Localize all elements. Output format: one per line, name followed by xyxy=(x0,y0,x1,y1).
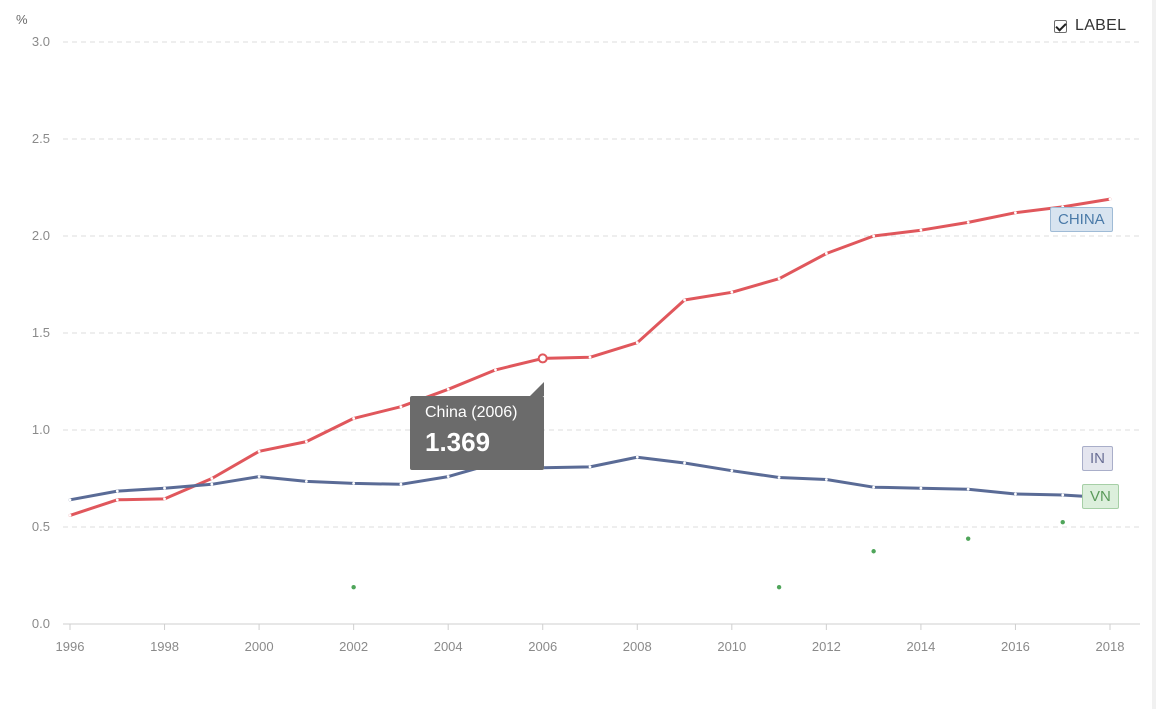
y-tick-label-2.0: 2.0 xyxy=(32,228,50,243)
data-point-in-2001 xyxy=(304,480,308,483)
data-point-china-2005 xyxy=(494,368,497,372)
y-tick-label-1.5: 1.5 xyxy=(32,325,50,340)
data-point-china-2010 xyxy=(730,290,734,294)
x-tick-label-2006: 2006 xyxy=(528,639,557,654)
data-point-in-2009 xyxy=(683,461,686,465)
data-point-china-2000 xyxy=(257,449,261,453)
right-edge-scroll-border xyxy=(1152,0,1156,709)
tooltip-value: 1.369 xyxy=(425,427,491,457)
label-toggle-text: LABEL xyxy=(1075,17,1127,34)
data-point-china-1997 xyxy=(115,498,119,502)
data-point-vn-2013 xyxy=(871,549,876,554)
data-point-china-1996 xyxy=(68,513,72,517)
series-tag-in[interactable]: IN xyxy=(1082,446,1113,471)
data-point-in-2010 xyxy=(730,469,734,473)
y-tick-label-2.5: 2.5 xyxy=(32,131,50,146)
data-point-china-2013 xyxy=(872,234,876,238)
data-point-vn-2002 xyxy=(351,584,356,590)
data-point-in-2008 xyxy=(635,455,639,459)
x-tick-label-2010: 2010 xyxy=(717,639,746,654)
data-point-china-2001 xyxy=(304,440,308,444)
x-tick-label-2018: 2018 xyxy=(1096,639,1125,654)
data-point-in-2012 xyxy=(824,478,828,481)
data-point-china-2009 xyxy=(683,298,686,302)
data-point-in-2014 xyxy=(919,486,923,490)
data-point-china-2012 xyxy=(824,252,828,255)
series-tag-china[interactable]: CHINA xyxy=(1050,207,1113,232)
data-point-china-2008 xyxy=(635,341,639,345)
x-tick-label-2004: 2004 xyxy=(434,639,463,654)
data-point-vn-2015 xyxy=(965,536,971,541)
y-tick-label-1.0: 1.0 xyxy=(32,422,50,437)
data-point-china-1998 xyxy=(163,497,166,501)
data-point-in-1998 xyxy=(163,486,166,490)
axes: % 0.0 0.5 1.0 1.5 2.0 2.5 3.0 1996 1998 2000 2002 2… xyxy=(16,12,1124,654)
data-point-china-2014 xyxy=(919,228,923,232)
label-checkbox[interactable] xyxy=(1054,19,1067,33)
x-tick-label-2014: 2014 xyxy=(906,639,935,654)
data-point-in-2017 xyxy=(1061,493,1065,497)
x-tick-label-2002: 2002 xyxy=(339,639,368,654)
series-tag-vn[interactable]: VN xyxy=(1082,484,1119,509)
x-tick-label-2012: 2012 xyxy=(812,639,841,654)
data-point-china-2015 xyxy=(966,221,970,224)
data-point-in-1997 xyxy=(115,489,119,493)
y-tick-label-3.0: 3.0 xyxy=(32,34,50,49)
data-tooltip: China (2006) 1.369 xyxy=(410,382,544,470)
data-point-in-2000 xyxy=(257,475,261,478)
y-tick-label-0.0: 0.0 xyxy=(32,616,50,631)
label-toggle[interactable]: LABEL xyxy=(1054,17,1126,35)
data-point-china-2011 xyxy=(777,277,781,281)
data-point-china-2007 xyxy=(588,355,592,359)
data-point-in-2002 xyxy=(352,481,356,485)
data-point-in-1999 xyxy=(210,482,214,486)
data-point-in-2004 xyxy=(446,475,450,478)
x-tick-label-2008: 2008 xyxy=(623,639,652,654)
data-point-in-2003 xyxy=(399,482,403,486)
series-markers xyxy=(68,197,1112,590)
y-axis-unit-label: % xyxy=(16,12,28,27)
data-point-china-2018 xyxy=(1108,197,1112,201)
series-line-in xyxy=(68,455,1112,502)
tooltip-title: China (2006) xyxy=(425,404,518,421)
x-tick-label-1998: 1998 xyxy=(150,639,179,654)
x-tick-label-2000: 2000 xyxy=(245,639,274,654)
data-point-china-2016 xyxy=(1014,211,1017,215)
gridlines xyxy=(63,41,1140,625)
x-tick-label-1996: 1996 xyxy=(56,639,85,654)
data-point-in-1996 xyxy=(68,498,72,502)
x-tick-label-2016: 2016 xyxy=(1001,639,1030,654)
data-point-in-2015 xyxy=(966,487,970,491)
data-point-china-1999 xyxy=(210,477,214,480)
data-point-in-2013 xyxy=(872,485,876,489)
data-point-vn-2011 xyxy=(776,584,782,590)
data-point-vn-2017 xyxy=(1060,519,1065,525)
data-point-china-2002 xyxy=(352,416,356,420)
highlight-point-china-2006 xyxy=(537,353,548,364)
data-point-china-2003 xyxy=(399,405,403,409)
data-point-in-2007 xyxy=(588,465,592,469)
data-point-in-2011 xyxy=(777,476,781,479)
y-tick-label-0.5: 0.5 xyxy=(32,519,50,534)
data-point-china-2004 xyxy=(446,387,450,391)
data-point-in-2016 xyxy=(1014,492,1017,496)
